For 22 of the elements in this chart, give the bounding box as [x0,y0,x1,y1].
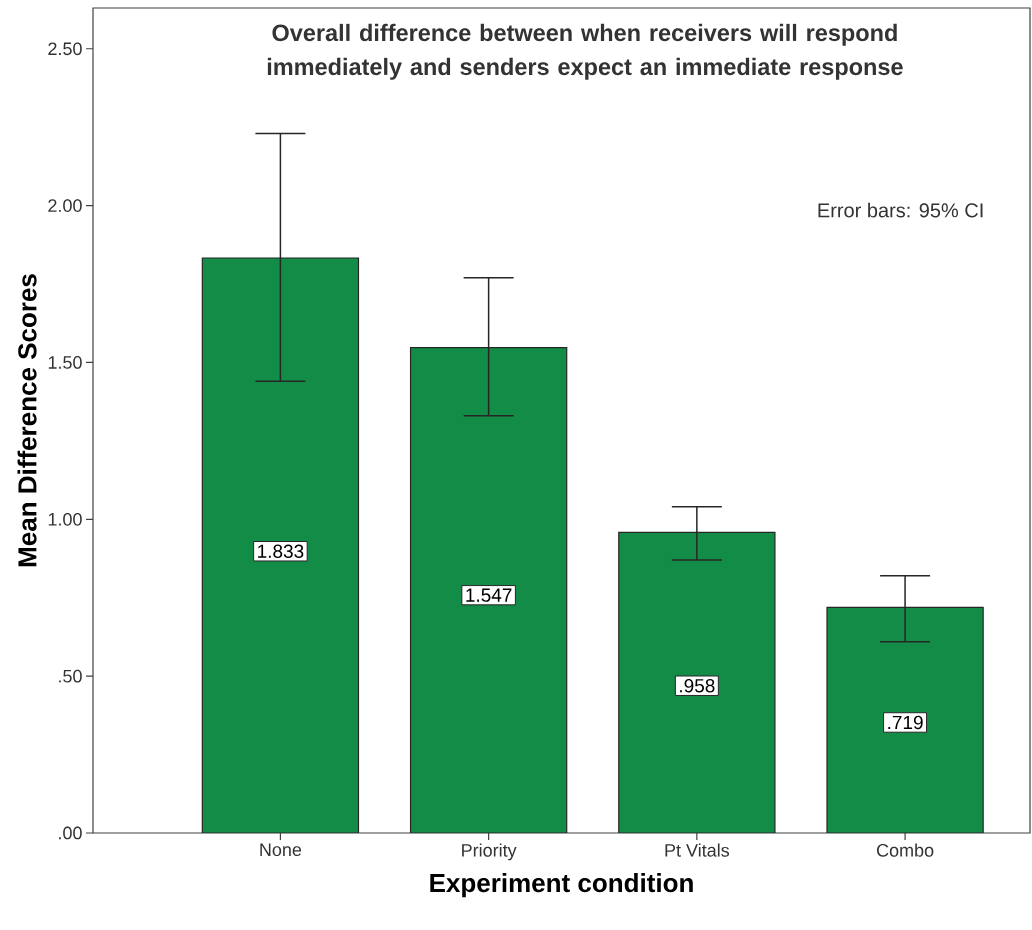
y-tick-label: .50 [59,669,82,683]
y-tick-label: 1.00 [48,512,82,526]
bar [409,347,568,833]
y-tick-label: 2.50 [48,42,82,56]
y-tick-label: .00 [59,826,82,840]
x-tick-label: Priority [462,843,517,861]
x-tick-label: Combo [876,843,934,857]
data-label: .719 [888,715,923,730]
text: Overall difference between when receivers will respond immediately and senders expect an immediate response [267,23,903,80]
annotation: Error bars: 95% CI [818,202,983,218]
x-tick-label: None [260,843,302,857]
y-axis-title: Mean Difference Scores [17,274,37,567]
x-axis-title: Experiment condition [430,873,693,898]
y-tick-label: 2.00 [48,199,82,212]
y-tick-label: 1.50 [48,356,82,369]
data-label: .958 [680,679,715,693]
x-tick-label: Pt Vitals [665,843,730,857]
bar [618,532,775,833]
data-label: 1.833 [258,544,304,558]
bar [201,257,360,833]
bar [826,606,984,833]
data-label: 1.547 [466,588,512,602]
